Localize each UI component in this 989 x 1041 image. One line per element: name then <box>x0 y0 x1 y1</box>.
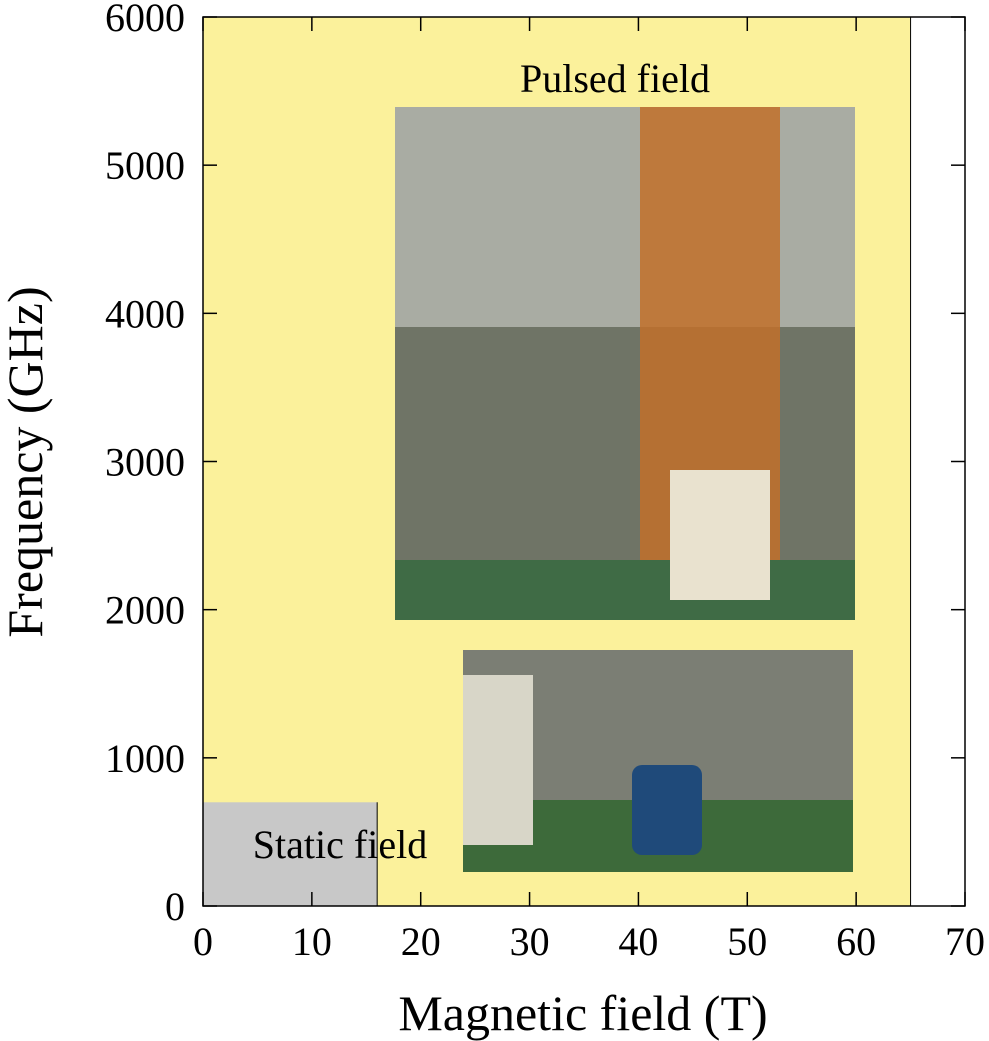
photo-static-panel <box>463 675 533 845</box>
y-tick-label: 3000 <box>105 440 185 485</box>
photo-pulsed-floor <box>395 560 855 620</box>
region <box>203 802 378 906</box>
photos <box>395 107 855 872</box>
y-tick-label: 4000 <box>105 291 185 336</box>
y-tick-label: 1000 <box>105 736 185 781</box>
region-label: Static field <box>253 822 427 867</box>
y-tick-label: 5000 <box>105 143 185 188</box>
photo-static-dewar <box>632 765 702 855</box>
x-tick-label: 30 <box>510 919 550 964</box>
y-tick-label: 2000 <box>105 588 185 633</box>
photo-pulsed-box <box>670 470 770 600</box>
x-tick-label: 0 <box>193 919 213 964</box>
x-tick-label: 20 <box>401 919 441 964</box>
x-tick-label: 60 <box>836 919 876 964</box>
y-tick-label: 0 <box>165 884 185 929</box>
x-tick-label: 10 <box>292 919 332 964</box>
y-axis-label: Frequency (GHz) <box>0 286 53 637</box>
y-tick-label: 6000 <box>105 0 185 40</box>
x-tick-label: 40 <box>618 919 658 964</box>
axes: 0 10 20 30 40 50 60 70 0 1000 2000 3000 4000 5000 6000 <box>105 0 985 964</box>
region-label: Pulsed field <box>520 56 710 101</box>
x-tick-label: 70 <box>945 919 985 964</box>
x-tick-label: 50 <box>727 919 767 964</box>
x-axis-label: Magnetic field (T) <box>398 985 767 1041</box>
photo-pulsed-upper <box>395 107 855 327</box>
